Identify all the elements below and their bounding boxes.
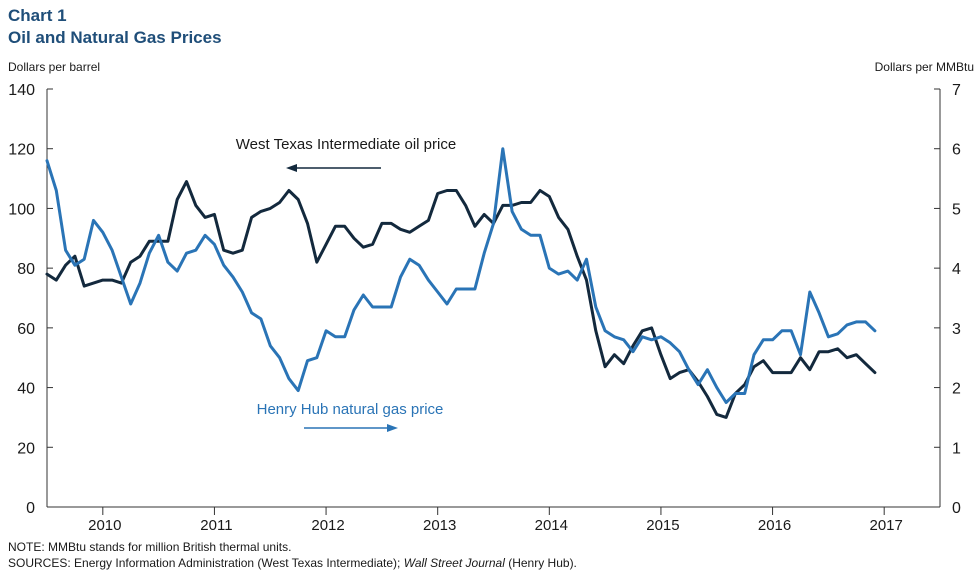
chart-label: Chart 1 (8, 6, 67, 25)
sources-prefix: SOURCES: Energy Information Administrati… (8, 556, 404, 570)
left-axis-tick-label: 100 (8, 201, 35, 218)
wti-annotation-arrow-head (286, 164, 297, 172)
right-axis-tick-label: 3 (952, 321, 961, 338)
left-axis-tick-label: 40 (17, 381, 35, 398)
left-axis-tick-label: 0 (26, 500, 35, 517)
right-axis-tick-label: 7 (952, 82, 961, 99)
sources-note: SOURCES: Energy Information Administrati… (8, 556, 577, 571)
right-axis-tick-label: 6 (952, 142, 961, 159)
right-axis-tick-label: 1 (952, 440, 961, 457)
right-axis-tick-label: 2 (952, 381, 961, 398)
x-axis-tick-label: 2012 (311, 517, 344, 534)
x-axis-tick-label: 2015 (646, 517, 679, 534)
sources-suffix: (Henry Hub). (504, 556, 577, 570)
wti-oil-price-line (45, 180, 877, 419)
left-axis-tick-label: 140 (8, 82, 35, 99)
x-axis-tick-label: 2017 (870, 517, 903, 534)
chart-title: Oil and Natural Gas Prices (8, 28, 222, 47)
sources-italic: Wall Street Journal (403, 556, 505, 570)
right-axis-tick-label: 5 (952, 201, 961, 218)
x-axis-tick-label: 2011 (200, 517, 232, 534)
henry-hub-annotation-label: Henry Hub natural gas price (257, 401, 444, 418)
x-axis-tick-label: 2016 (758, 517, 791, 534)
footnote: NOTE: MMBtu stands for million British t… (8, 540, 292, 554)
right-axis-tick-label: 0 (952, 500, 961, 517)
right-axis-tick-label: 4 (952, 261, 961, 278)
left-axis-tick-label: 60 (17, 321, 35, 338)
left-axis-tick-label: 120 (8, 142, 35, 159)
henry-hub-gas-price-line (45, 147, 877, 404)
left-axis-tick-label: 80 (17, 261, 35, 278)
right-axis-unit: Dollars per MMBtu (874, 60, 974, 74)
left-axis-unit: Dollars per barrel (8, 60, 101, 74)
x-axis-tick-label: 2014 (535, 517, 568, 534)
x-axis-tick-label: 2010 (88, 517, 121, 534)
x-axis-tick-label: 2013 (423, 517, 456, 534)
henry-hub-annotation-arrow-head (387, 424, 398, 432)
wti-annotation-label: West Texas Intermediate oil price (236, 136, 456, 153)
left-axis-tick-label: 20 (17, 440, 35, 457)
